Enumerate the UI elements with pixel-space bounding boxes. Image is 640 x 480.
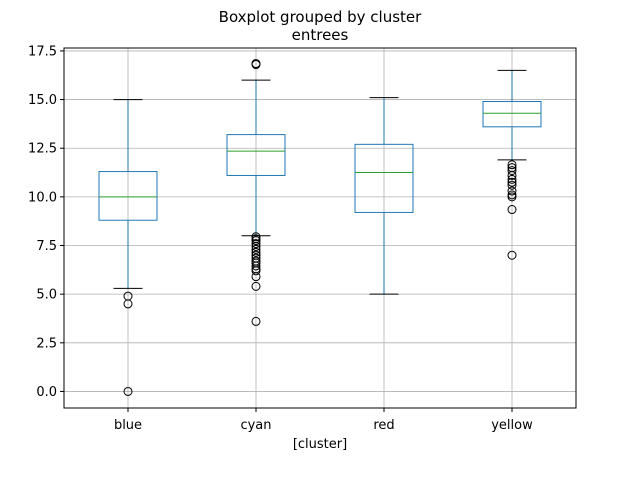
box-iqr bbox=[482, 101, 542, 128]
y-tick-label: 12.5 bbox=[28, 142, 57, 157]
outlier-point bbox=[251, 236, 261, 246]
outlier-point bbox=[507, 177, 517, 187]
outlier-point bbox=[123, 386, 133, 396]
outlier-point bbox=[251, 244, 261, 254]
outlier-point bbox=[251, 272, 261, 282]
outlier-point bbox=[123, 299, 133, 309]
outlier-point bbox=[251, 247, 261, 257]
outlier-point bbox=[251, 59, 261, 69]
y-tick-label: 2.5 bbox=[36, 336, 57, 351]
x-tick-label: cyan bbox=[240, 418, 271, 433]
outlier-point bbox=[507, 205, 517, 215]
box-group-yellow bbox=[482, 69, 542, 260]
x-tick-label: blue bbox=[114, 418, 142, 433]
box-series bbox=[98, 59, 542, 396]
chart-title: Boxplot grouped by cluster bbox=[219, 8, 422, 26]
outlier-point bbox=[507, 166, 517, 176]
outlier-point bbox=[507, 160, 517, 170]
outlier-point bbox=[507, 250, 517, 260]
y-tick-label: 10.0 bbox=[28, 190, 57, 205]
x-axis-ticks: blue cyan red yellow bbox=[114, 408, 533, 433]
box-group-red bbox=[354, 97, 414, 295]
box-iqr bbox=[354, 143, 414, 213]
y-tick-label: 7.5 bbox=[36, 239, 57, 254]
y-tick-label: 17.5 bbox=[28, 44, 57, 59]
outlier-point bbox=[507, 170, 517, 180]
outlier-point bbox=[251, 239, 261, 249]
outlier-point bbox=[507, 174, 517, 184]
x-axis-label: [cluster] bbox=[293, 437, 347, 452]
x-tick-label: yellow bbox=[491, 418, 533, 433]
plot-frame bbox=[63, 47, 577, 409]
outlier-point bbox=[507, 192, 517, 202]
box-group-cyan bbox=[226, 59, 286, 326]
y-tick-label: 15.0 bbox=[28, 93, 57, 108]
outlier-point bbox=[251, 281, 261, 291]
x-tick-label: red bbox=[373, 418, 394, 433]
outlier-point bbox=[251, 241, 261, 251]
box-iqr bbox=[98, 171, 158, 221]
outlier-point bbox=[251, 261, 261, 271]
y-tick-label: 0.0 bbox=[36, 385, 57, 400]
y-axis-ticks: 0.0 2.5 5.0 7.5 10.0 12.5 15.0 17.5 bbox=[28, 44, 64, 400]
chart-subtitle: entrees bbox=[292, 26, 349, 44]
outlier-point bbox=[507, 186, 517, 196]
box-group-blue bbox=[98, 99, 158, 396]
outlier-point bbox=[251, 316, 261, 326]
outlier-point bbox=[251, 266, 261, 276]
outlier-point bbox=[507, 180, 517, 190]
y-tick-label: 5.0 bbox=[36, 288, 57, 303]
box-iqr bbox=[226, 134, 286, 176]
